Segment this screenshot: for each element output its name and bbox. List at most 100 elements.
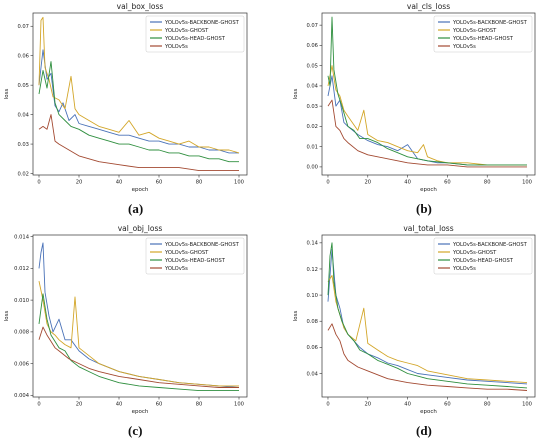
plot-frame — [321, 12, 536, 176]
x-tick-label: 40 — [404, 180, 411, 186]
legend-label: YOLOv5s-HEAD-GHOST — [452, 258, 514, 264]
x-tick-label: 100 — [522, 180, 532, 186]
y-tick-label: 0.10 — [306, 293, 318, 299]
y-tick-label: 0.06 — [306, 345, 318, 351]
y-tick-label: 0.14 — [306, 241, 318, 247]
legend-label: YOLOv5s-BACKBONE-GHOST — [164, 20, 240, 26]
legend-label: YOLOv5s — [452, 44, 476, 50]
y-tick-label: 0.03 — [17, 142, 29, 148]
y-tick-label: 0.07 — [17, 24, 29, 30]
series-line-YOLOv5s-HEAD-GHOST — [327, 16, 527, 166]
x-tick-label: 40 — [116, 180, 123, 186]
y-axis-label: loss — [4, 89, 10, 100]
legend-label: YOLOv5s — [164, 266, 188, 272]
x-tick-label: 60 — [156, 402, 163, 408]
y-tick-label: 0.06 — [17, 54, 29, 60]
y-tick-label: 0.07 — [306, 23, 318, 29]
y-tick-label: 0.02 — [306, 124, 318, 130]
legend-box — [433, 15, 533, 53]
y-tick-label: 0.006 — [14, 361, 29, 367]
legend-label: YOLOv5s-GHOST — [164, 250, 209, 256]
y-tick-label: 0.004 — [14, 393, 30, 399]
legend-box — [433, 237, 533, 275]
x-tick-label: 0 — [37, 402, 40, 408]
x-axis-label: epoch — [420, 187, 437, 193]
y-tick-label: 0.02 — [17, 171, 29, 177]
series-line-YOLOv5s-GHOST — [38, 281, 239, 387]
y-axis-label: loss — [4, 311, 10, 322]
plot-frame — [32, 12, 248, 176]
x-tick-label: 0 — [326, 180, 329, 186]
x-tick-label: 80 — [196, 180, 203, 186]
y-tick-label: 0.08 — [306, 319, 318, 325]
x-tick-label: 80 — [484, 180, 491, 186]
x-tick-label: 0 — [326, 402, 329, 408]
series-line-YOLOv5s-GHOST — [327, 65, 527, 166]
x-tick-label: 100 — [234, 180, 244, 186]
x-tick-label: 20 — [76, 180, 83, 186]
chart-title: val_cls_loss — [407, 2, 450, 11]
plot-frame — [32, 234, 248, 398]
y-tick-label: 0.05 — [17, 83, 29, 89]
x-tick-label: 60 — [444, 402, 451, 408]
series-line-YOLOv5s-HEAD-GHOST — [38, 293, 239, 392]
series-line-YOLOv5s-HEAD-GHOST — [38, 61, 239, 163]
x-tick-label: 40 — [116, 402, 123, 408]
legend-label: YOLOv5s-HEAD-GHOST — [164, 258, 226, 264]
legend-label: YOLOv5s-BACKBONE-GHOST — [452, 242, 528, 248]
x-tick-label: 100 — [522, 402, 532, 408]
x-axis-label: epoch — [132, 187, 149, 193]
x-tick-label: 20 — [364, 402, 371, 408]
x-tick-label: 60 — [444, 180, 451, 186]
chart-val_cls_loss: val_cls_loss 0 20 40 60 80 100 0.00 0.01 0.02 0.03… — [293, 2, 536, 193]
y-tick-label: 0.01 — [306, 144, 318, 150]
y-tick-label: 0.010 — [14, 298, 29, 304]
y-tick-label: 0.008 — [14, 330, 29, 336]
panel-label-b: (b) — [416, 201, 432, 216]
y-axis-label: loss — [293, 311, 299, 322]
chart-val_total_loss: val_total_loss 0 20 40 60 80 100 0.04 0.06 0.08 0.… — [293, 224, 536, 415]
y-tick-label: 0.05 — [306, 63, 318, 69]
series-line-YOLOv5s — [38, 114, 239, 172]
panel-label-d: (d) — [416, 423, 432, 438]
x-tick-label: 100 — [234, 402, 244, 408]
legend-label: YOLOv5s-GHOST — [452, 250, 497, 256]
series-line-YOLOv5s-HEAD-GHOST — [327, 242, 528, 389]
chart-val_obj_loss: val_obj_loss 0 20 40 60 80 100 0.004 0.006 0.008 0… — [4, 224, 248, 415]
x-axis-label: epoch — [132, 409, 149, 415]
series-line-YOLOv5s — [38, 326, 239, 388]
legend-label: YOLOv5s-HEAD-GHOST — [164, 36, 226, 42]
y-tick-label: 0.12 — [306, 267, 318, 273]
y-tick-label: 0.012 — [14, 266, 29, 272]
y-tick-label: 0.04 — [17, 112, 29, 118]
legend-label: YOLOv5s-BACKBONE-GHOST — [452, 20, 528, 26]
chart-title: val_total_loss — [403, 224, 453, 233]
y-tick-label: 0.00 — [306, 165, 318, 171]
y-tick-label: 0.04 — [306, 84, 318, 90]
legend-box — [145, 15, 245, 53]
plot-frame — [321, 234, 536, 398]
x-tick-label: 20 — [364, 180, 371, 186]
y-tick-label: 0.06 — [306, 43, 318, 49]
legend-label: YOLOv5s-HEAD-GHOST — [452, 36, 514, 42]
legend-label: YOLOv5s-GHOST — [164, 28, 209, 34]
x-tick-label: 60 — [156, 180, 163, 186]
x-tick-label: 20 — [76, 402, 83, 408]
x-tick-label: 80 — [196, 402, 203, 408]
x-tick-label: 0 — [37, 180, 40, 186]
legend-label: YOLOv5s-GHOST — [452, 28, 497, 34]
x-tick-label: 40 — [404, 402, 411, 408]
panel-label-c: (c) — [128, 423, 143, 438]
x-tick-label: 80 — [484, 402, 491, 408]
y-tick-label: 0.014 — [14, 234, 30, 240]
series-line-YOLOv5s-BACKBONE-GHOST — [38, 49, 239, 154]
chart-title: val_box_loss — [117, 2, 164, 11]
series-line-YOLOv5s-GHOST — [38, 16, 240, 154]
series-line-YOLOv5s — [327, 99, 527, 168]
chart-title: val_obj_loss — [118, 224, 163, 233]
legend-label: YOLOv5s — [452, 266, 476, 272]
y-tick-label: 0.03 — [306, 104, 318, 110]
legend-box — [145, 237, 245, 275]
series-line-YOLOv5s-BACKBONE-GHOST — [327, 75, 527, 166]
